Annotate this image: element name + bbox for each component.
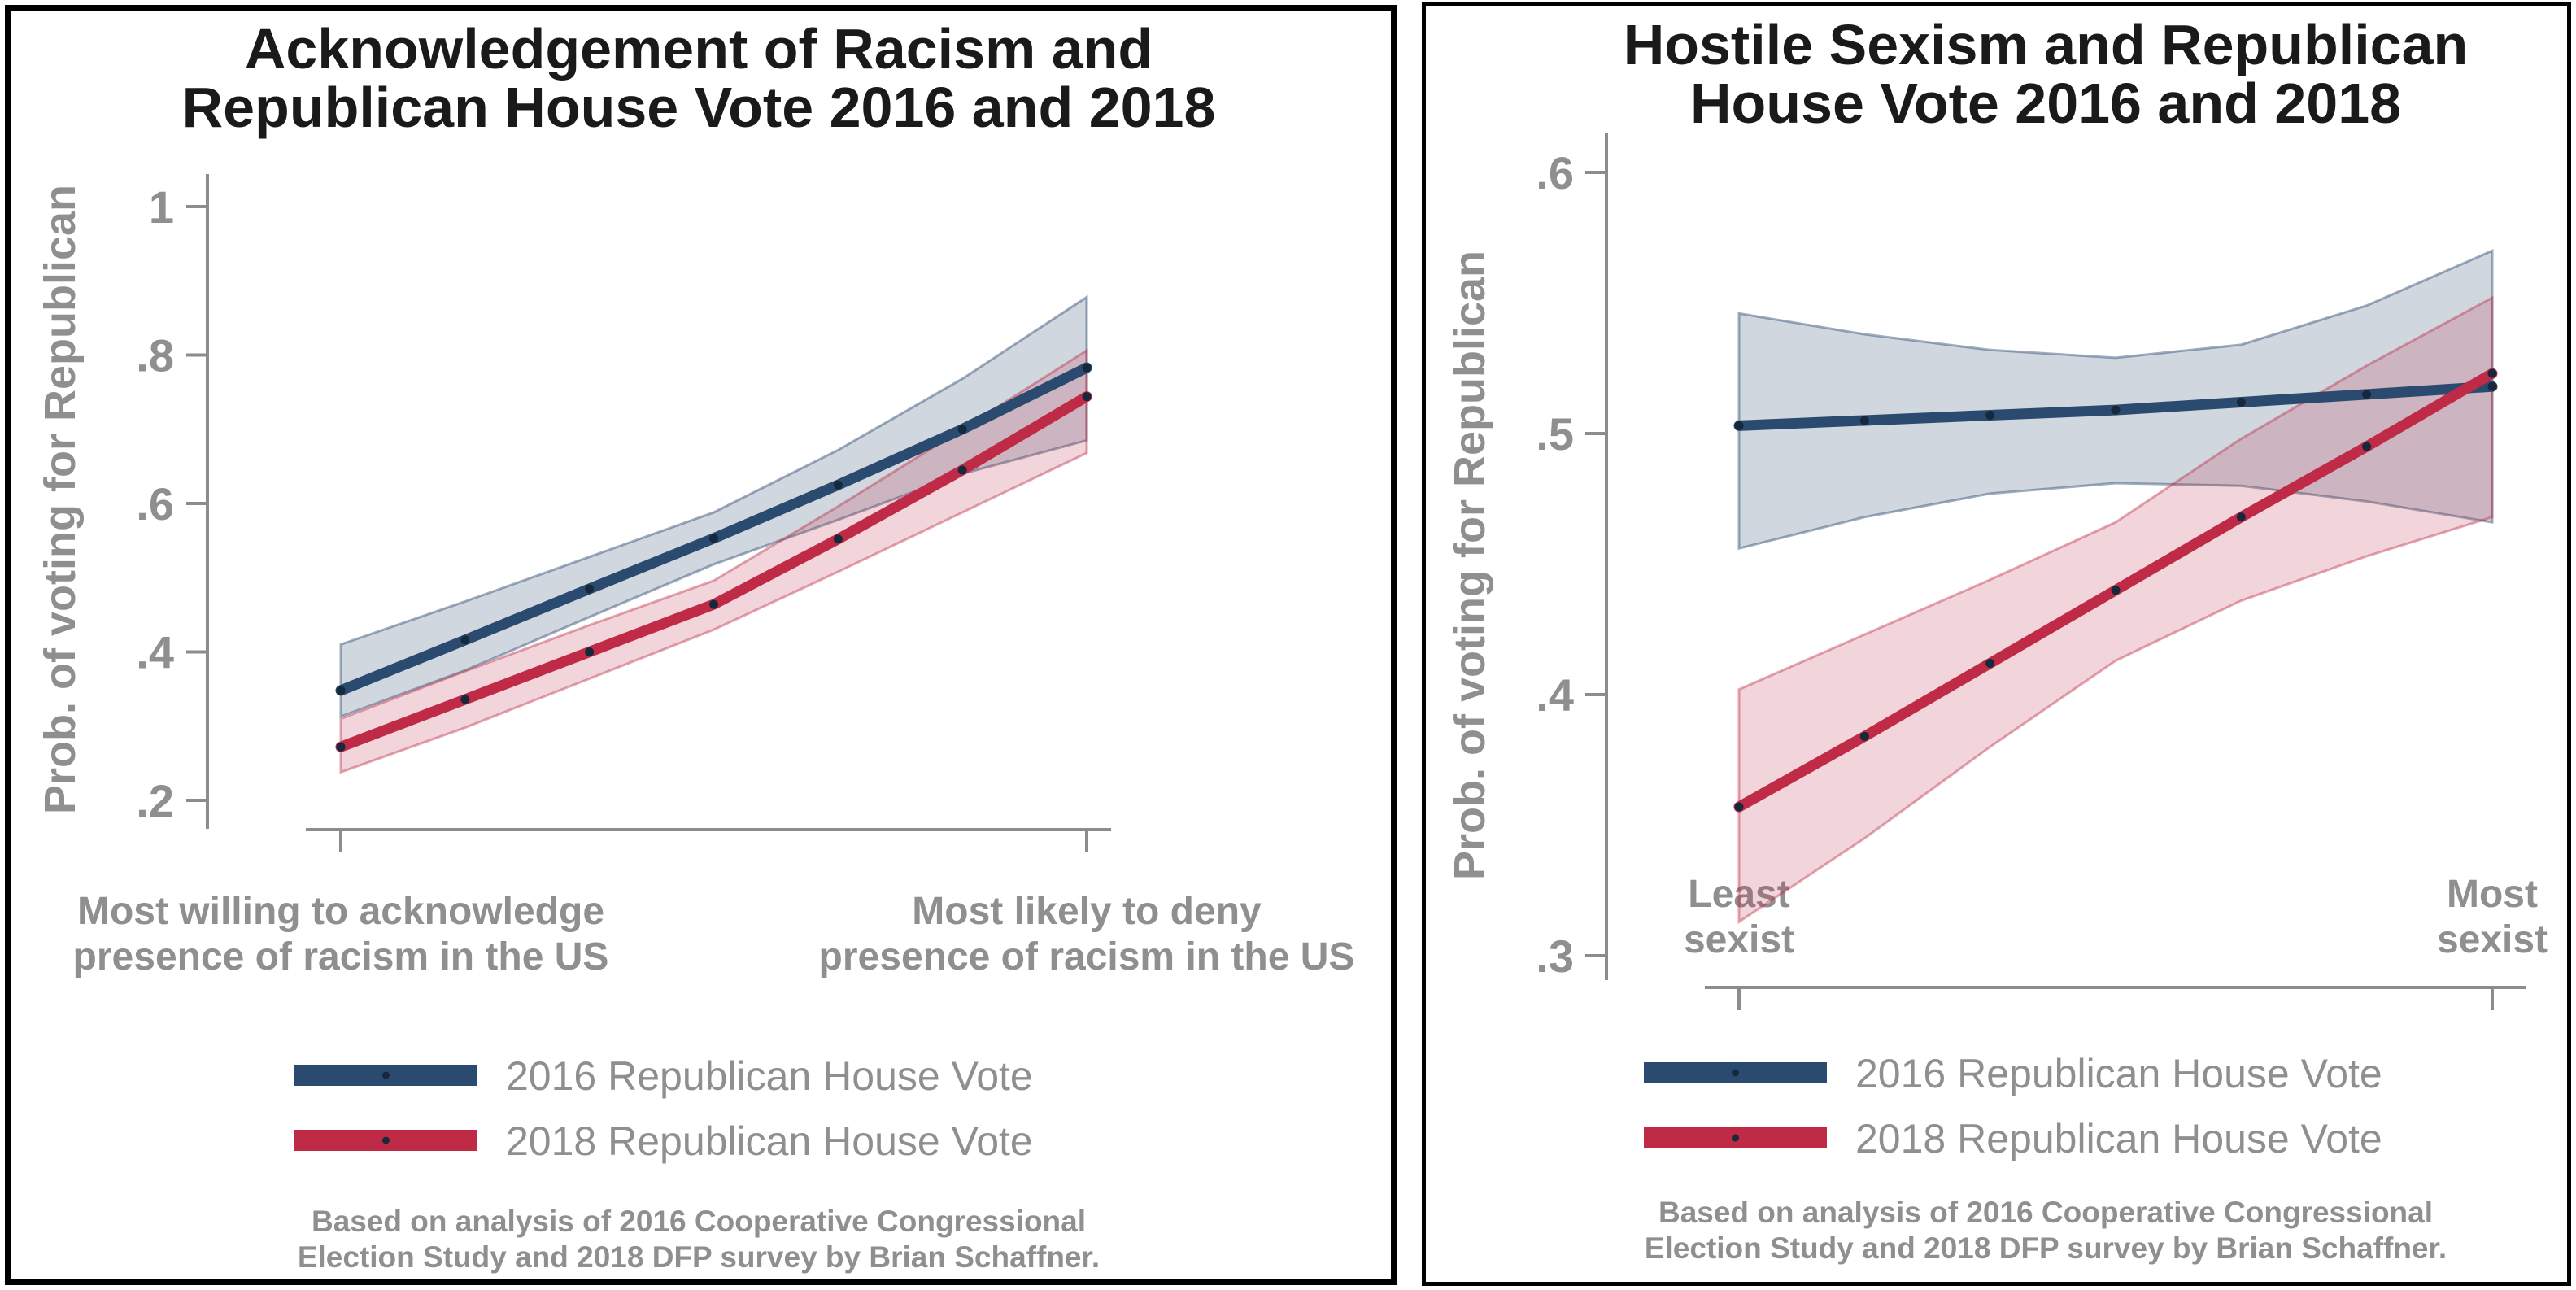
series-marker-2016 [460,635,470,645]
legend-swatch-marker [382,1136,390,1144]
series-marker-2018 [1985,658,1995,668]
y-tick-label: .4 [136,627,174,678]
series-marker-2018 [460,695,470,704]
series-marker-2016 [1985,411,1995,421]
series-marker-2016 [585,584,595,594]
y-tick-label: .2 [136,775,174,826]
series-marker-2018 [1082,392,1092,402]
series-marker-2016 [2487,381,2497,391]
x-axis-caption-line: Most likely to deny [912,890,1262,933]
racism-chart-svg: Acknowledgement of Racism andRepublican … [36,17,1355,1274]
series-marker-2016 [709,534,718,543]
series-marker-2016 [1734,421,1744,430]
x-axis-caption-line: Most [2447,873,2538,916]
x-axis-caption-line: Most willing to acknowledge [77,890,604,933]
footnote-line: Election Study and 2018 DFP survey by Br… [298,1240,1100,1274]
series-marker-2018 [833,534,843,544]
y-tick-label: .6 [1536,147,1574,198]
y-tick-label: .6 [136,478,174,530]
legend-label: 2018 Republican House Vote [506,1118,1033,1164]
y-tick-label: .3 [1536,930,1574,982]
x-axis-caption-line: sexist [2437,918,2548,961]
chart-title-line: Republican House Vote 2016 and 2018 [182,76,1216,139]
series-marker-2016 [1082,363,1092,373]
series-marker-2018 [709,599,718,609]
y-tick-label: 1 [149,181,174,233]
footnote-line: Based on analysis of 2016 Cooperative Co… [312,1205,1086,1238]
series-marker-2016 [2236,397,2246,407]
series-marker-2018 [1859,731,1869,741]
racism-chart-panel: Acknowledgement of Racism and Republican … [5,5,1397,1285]
y-tick-label: .5 [1536,408,1574,460]
series-marker-2018 [2236,512,2246,522]
series-marker-2018 [1734,802,1744,812]
chart-title-line: Hostile Sexism and Republican [1624,13,2469,76]
series-marker-2016 [336,686,346,695]
confidence-band-2018 [339,348,1088,774]
x-axis-caption-line: Least [1688,873,1789,916]
series-marker-2016 [2362,390,2372,399]
series-marker-2018 [585,647,595,656]
series-marker-2018 [2111,586,2121,595]
y-tick-label: .4 [1536,669,1574,721]
confidence-band-2018 [1737,295,2494,925]
x-axis-caption-line: presence of racism in the US [819,935,1355,978]
legend-label: 2016 Republican House Vote [1855,1051,2382,1096]
legend-swatch-marker [1732,1134,1739,1142]
legend-swatch-marker [1732,1069,1739,1077]
legend-label: 2016 Republican House Vote [506,1053,1033,1099]
confidence-band-2016 [1737,249,2494,551]
legend-label: 2018 Republican House Vote [1855,1116,2382,1161]
footnote-line: Based on analysis of 2016 Cooperative Co… [1658,1196,2433,1229]
series-marker-2016 [833,480,843,490]
series-marker-2016 [957,425,967,434]
y-axis-label: Prob. of voting for Republican [1445,251,1494,880]
chart-title-line: House Vote 2016 and 2018 [1690,72,2401,135]
series-marker-2016 [1859,416,1869,425]
series-marker-2016 [2111,405,2121,415]
series-marker-2018 [2362,442,2372,451]
series-marker-2018 [957,465,967,475]
sexism-chart-panel: Hostile Sexism and Republican House Vote … [1422,2,2571,1286]
series-marker-2018 [2487,368,2497,378]
x-axis-caption-line: presence of racism in the US [73,935,609,978]
y-axis-label: Prob. of voting for Republican [36,185,85,814]
chart-title-line: Acknowledgement of Racism and [245,17,1153,81]
x-axis-caption-line: sexist [1684,918,1794,961]
series-marker-2018 [336,742,346,752]
y-tick-label: .8 [136,330,174,381]
footnote-line: Election Study and 2018 DFP survey by Br… [1645,1231,2447,1265]
legend-swatch-marker [382,1071,390,1079]
